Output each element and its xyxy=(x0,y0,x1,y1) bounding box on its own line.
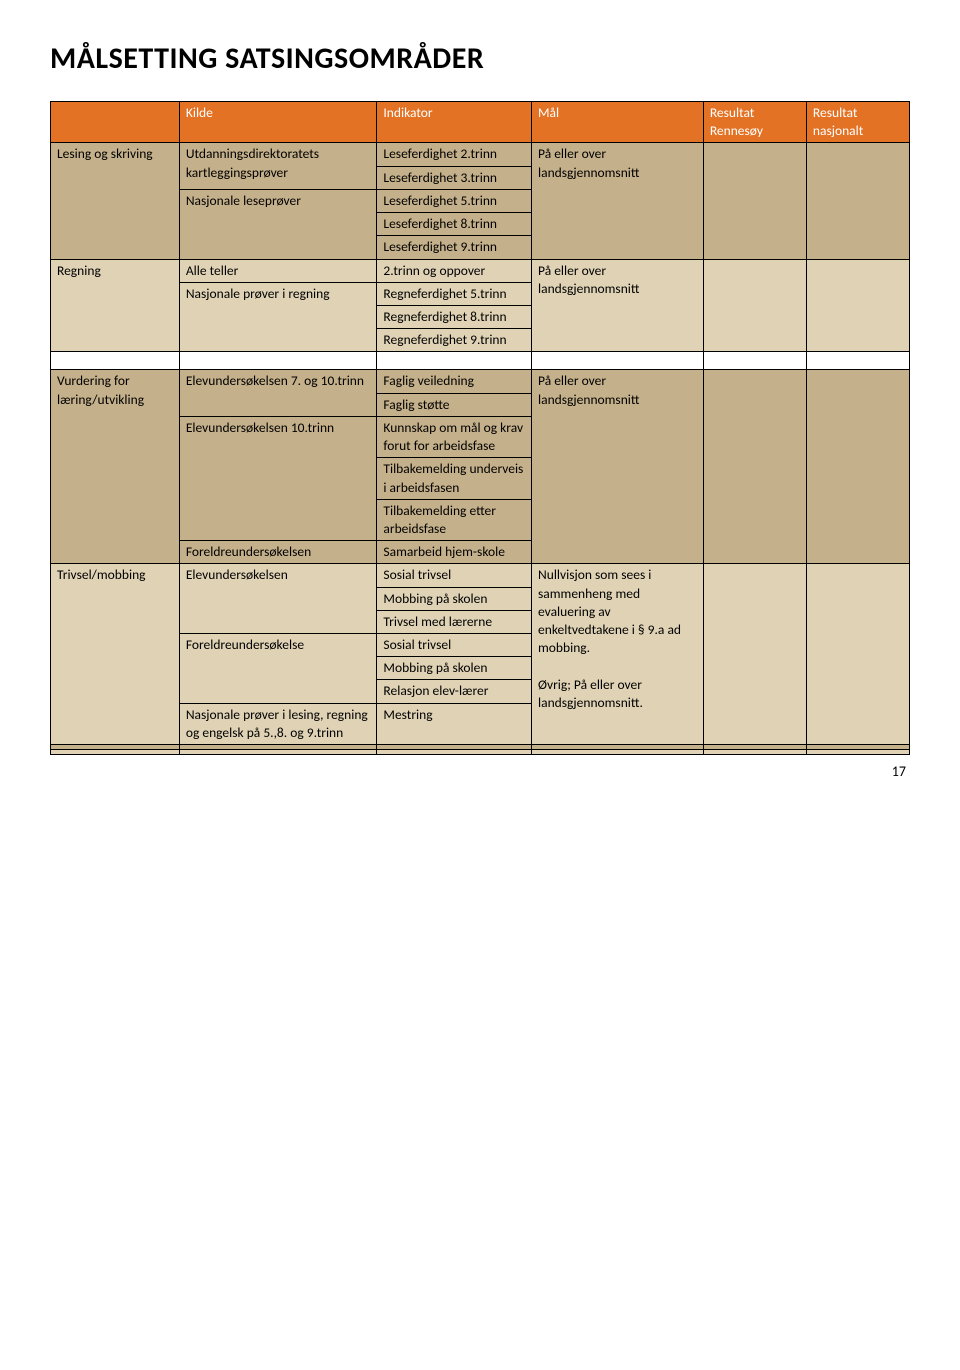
cell: Leseferdighet 9.trinn xyxy=(377,236,532,259)
cell: Alle teller xyxy=(179,259,377,282)
cell xyxy=(703,564,806,745)
cell: Kunnskap om mål og krav forut for arbeid… xyxy=(377,416,532,457)
cell xyxy=(377,750,532,755)
cell: Mestring xyxy=(377,703,532,744)
page-number: 17 xyxy=(50,763,910,780)
th-blank xyxy=(51,102,180,143)
cell: På eller over landsgjennomsnitt xyxy=(532,259,704,352)
cell xyxy=(703,143,806,259)
table-row: Vurdering for læring/utvikling Elevunder… xyxy=(51,370,910,393)
cell: Trivsel med lærerne xyxy=(377,610,532,633)
cell: Sosial trivsel xyxy=(377,564,532,587)
cell: Tilbakemelding underveis i arbeidsfasen xyxy=(377,458,532,499)
cell xyxy=(703,750,806,755)
cell: Leseferdighet 2.trinn xyxy=(377,143,532,166)
cell xyxy=(532,750,704,755)
cell: 2.trinn og oppover xyxy=(377,259,532,282)
cell: Elevundersøkelsen 10.trinn xyxy=(179,416,377,540)
cell: Leseferdighet 8.trinn xyxy=(377,213,532,236)
cell: Leseferdighet 3.trinn xyxy=(377,166,532,189)
table-row: Trivsel/mobbing Elevundersøkelsen Sosial… xyxy=(51,564,910,587)
cell: Nasjonale prøver i regning xyxy=(179,282,377,352)
cell: Nullvisjon som sees i sammenheng med eva… xyxy=(532,564,704,745)
table-row: Regning Alle teller 2.trinn og oppover P… xyxy=(51,259,910,282)
cell: Nasjonale leseprøver xyxy=(179,189,377,259)
cell: Regneferdighet 9.trinn xyxy=(377,329,532,352)
table-header-row: Kilde Indikator Mål Resultat Rennesøy Re… xyxy=(51,102,910,143)
cell xyxy=(703,259,806,352)
cell xyxy=(806,564,909,745)
th-mal: Mål xyxy=(532,102,704,143)
cell: Faglig støtte xyxy=(377,393,532,416)
gap-row xyxy=(51,352,910,370)
th-rennesoy: Resultat Rennesøy xyxy=(703,102,806,143)
cell: Foreldreundersøkelsen xyxy=(179,541,377,564)
cell: Regneferdighet 5.trinn xyxy=(377,282,532,305)
cell: Nasjonale prøver i lesing, regning og en… xyxy=(179,703,377,744)
cell: Elevundersøkelsen 7. og 10.trinn xyxy=(179,370,377,416)
cell xyxy=(703,370,806,564)
cat-regning: Regning xyxy=(51,259,180,352)
cell: Samarbeid hjem-skole xyxy=(377,541,532,564)
cell: Mobbing på skolen xyxy=(377,657,532,680)
satsingsomrader-table: Kilde Indikator Mål Resultat Rennesøy Re… xyxy=(50,101,910,755)
cell xyxy=(806,750,909,755)
cell: På eller over landsgjennomsnitt xyxy=(532,370,704,564)
th-kilde: Kilde xyxy=(179,102,377,143)
table-row: Lesing og skriving Utdanningsdirektorate… xyxy=(51,143,910,166)
cell: Regneferdighet 8.trinn xyxy=(377,305,532,328)
cell: Faglig veiledning xyxy=(377,370,532,393)
cell: På eller over landsgjennomsnitt xyxy=(532,143,704,259)
cell: Leseferdighet 5.trinn xyxy=(377,189,532,212)
page-title: MÅLSETTING SATSINGSOMRÅDER xyxy=(50,40,910,77)
th-indikator: Indikator xyxy=(377,102,532,143)
cell: Utdanningsdirektoratets kartleggingsprøv… xyxy=(179,143,377,189)
cell: Relasjon elev-lærer xyxy=(377,680,532,703)
table-row xyxy=(51,750,910,755)
cell xyxy=(806,259,909,352)
cat-vurdering: Vurdering for læring/utvikling xyxy=(51,370,180,564)
cell xyxy=(806,370,909,564)
cat-lesing: Lesing og skriving xyxy=(51,143,180,259)
cell: Mobbing på skolen xyxy=(377,587,532,610)
cat-trivsel: Trivsel/mobbing xyxy=(51,564,180,745)
cell: Foreldreundersøkelse xyxy=(179,634,377,704)
th-nasjonalt: Resultat nasjonalt xyxy=(806,102,909,143)
cell: Elevundersøkelsen xyxy=(179,564,377,634)
cell xyxy=(179,750,377,755)
cell xyxy=(806,143,909,259)
cell: Sosial trivsel xyxy=(377,634,532,657)
cell xyxy=(51,750,180,755)
cell: Tilbakemelding etter arbeidsfase xyxy=(377,499,532,540)
